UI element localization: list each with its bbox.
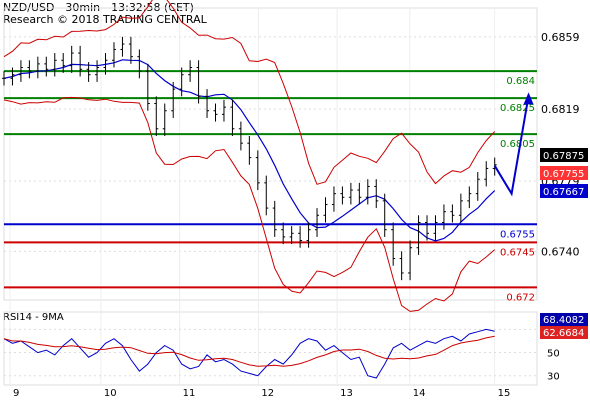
value-box-label: 0.67875 [543, 151, 584, 162]
level-label: 0.6755 [500, 229, 535, 240]
level-label: 0.684 [506, 76, 535, 87]
rsi-value-label: 68.4082 [543, 315, 584, 326]
rsi-tick-label: 50 [547, 349, 560, 360]
price-tick-label: 0.6859 [541, 31, 580, 44]
price-plot-frame [3, 7, 538, 301]
value-box-label: 0.67755 [543, 169, 584, 180]
level-label: 0.6825 [500, 103, 535, 114]
rsi-line [3, 328, 495, 379]
rsi-value-box [540, 313, 588, 326]
x-tick-label: 13 [340, 388, 353, 399]
rsi-plot-frame [3, 311, 538, 386]
rsi-ma-line [3, 335, 495, 367]
level-label: 0.672 [506, 292, 535, 303]
rsi-value-box [540, 326, 588, 339]
chart-subtitle: Research © 2018 TRADING CENTRAL [3, 13, 207, 26]
projection-arrow-line [493, 96, 530, 197]
x-tick-label: 14 [413, 388, 426, 399]
price-tick-label: 0.6740 [541, 245, 580, 258]
price-tick-label: 0.6819 [541, 103, 580, 116]
value-box [540, 166, 588, 180]
value-box [540, 148, 588, 162]
bollinger-lower-line [3, 96, 496, 312]
x-tick-label: 11 [183, 388, 196, 399]
level-label: 0.6745 [500, 247, 535, 258]
value-box-label: 0.67667 [543, 187, 584, 198]
rsi-header: RSI14 - 9MA [3, 312, 64, 323]
x-tick-label: 9 [13, 388, 19, 399]
bollinger-upper-line [3, 0, 496, 185]
rsi-tick-label: 30 [547, 372, 560, 383]
projection-arrow-head [523, 92, 534, 105]
level-label: 0.6805 [500, 139, 535, 150]
moving-average-line [3, 59, 496, 242]
rsi-value-label: 62.6684 [543, 328, 584, 339]
x-tick-label: 15 [498, 388, 511, 399]
value-box [540, 184, 588, 198]
x-tick-label: 10 [104, 388, 117, 399]
x-tick-label: 12 [261, 388, 274, 399]
